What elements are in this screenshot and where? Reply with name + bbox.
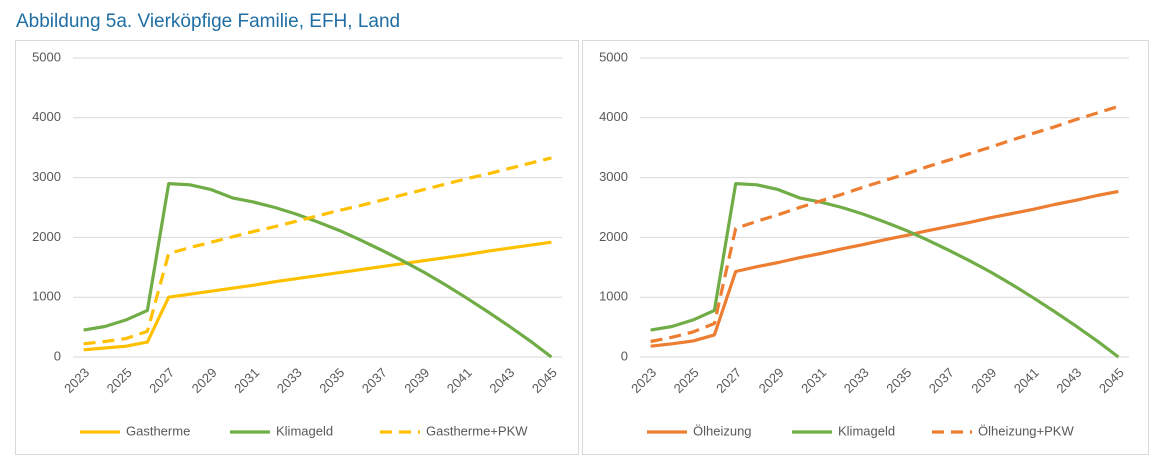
y-tick-label: 1000 [32,289,61,304]
x-tick-label: 2043 [486,365,517,396]
series-line [650,104,1119,344]
x-tick-label: 2023 [61,365,92,396]
x-tick-label: 2035 [883,365,914,396]
x-tick-label: 2037 [359,365,390,396]
legend-label: Gastherme+PKW [426,423,528,438]
x-tick-label: 2031 [798,365,829,396]
x-tick-label: 2023 [628,365,659,396]
series-line [83,182,553,359]
y-tick-label: 3000 [599,169,628,184]
series-line [83,156,552,346]
x-tick-label: 2025 [671,365,702,396]
legend-label: Ölheizung+PKW [978,423,1074,438]
x-tick-label: 2041 [444,365,475,396]
legend-label: Gastherme [126,423,190,438]
x-tick-label: 2041 [1011,365,1042,396]
panel-frame [15,40,579,455]
series-line [650,189,1119,348]
y-tick-label: 2000 [599,229,628,244]
x-tick-label: 2025 [104,365,135,396]
x-tick-label: 2027 [146,365,177,396]
x-tick-label: 2039 [401,365,432,396]
x-tick-label: 2029 [189,365,220,396]
x-tick-label: 2043 [1053,365,1084,396]
series-line [83,240,552,352]
figure-title: Abbildung 5a. Vierköpfige Familie, EFH, … [16,11,400,32]
panel-frame [582,40,1149,455]
y-tick-label: 3000 [32,169,61,184]
y-tick-label: 2000 [32,229,61,244]
legend-label: Klimageld [276,423,333,438]
x-tick-label: 2029 [756,365,787,396]
x-tick-label: 2035 [316,365,347,396]
x-tick-label: 2033 [841,365,872,396]
y-tick-label: 1000 [599,289,628,304]
legend-label: Klimageld [838,423,895,438]
x-tick-label: 2033 [274,365,305,396]
y-tick-label: 0 [621,348,628,363]
legend-label: Ölheizung [693,423,752,438]
x-tick-label: 2039 [968,365,999,396]
x-tick-label: 2045 [529,365,560,396]
y-tick-label: 5000 [599,49,628,64]
y-tick-label: 4000 [32,109,61,124]
y-tick-label: 4000 [599,109,628,124]
x-tick-label: 2045 [1096,365,1127,396]
series-line [650,182,1120,359]
x-tick-label: 2037 [926,365,957,396]
x-tick-label: 2031 [231,365,262,396]
y-tick-label: 5000 [32,49,61,64]
x-tick-label: 2027 [713,365,744,396]
y-tick-label: 0 [54,348,61,363]
